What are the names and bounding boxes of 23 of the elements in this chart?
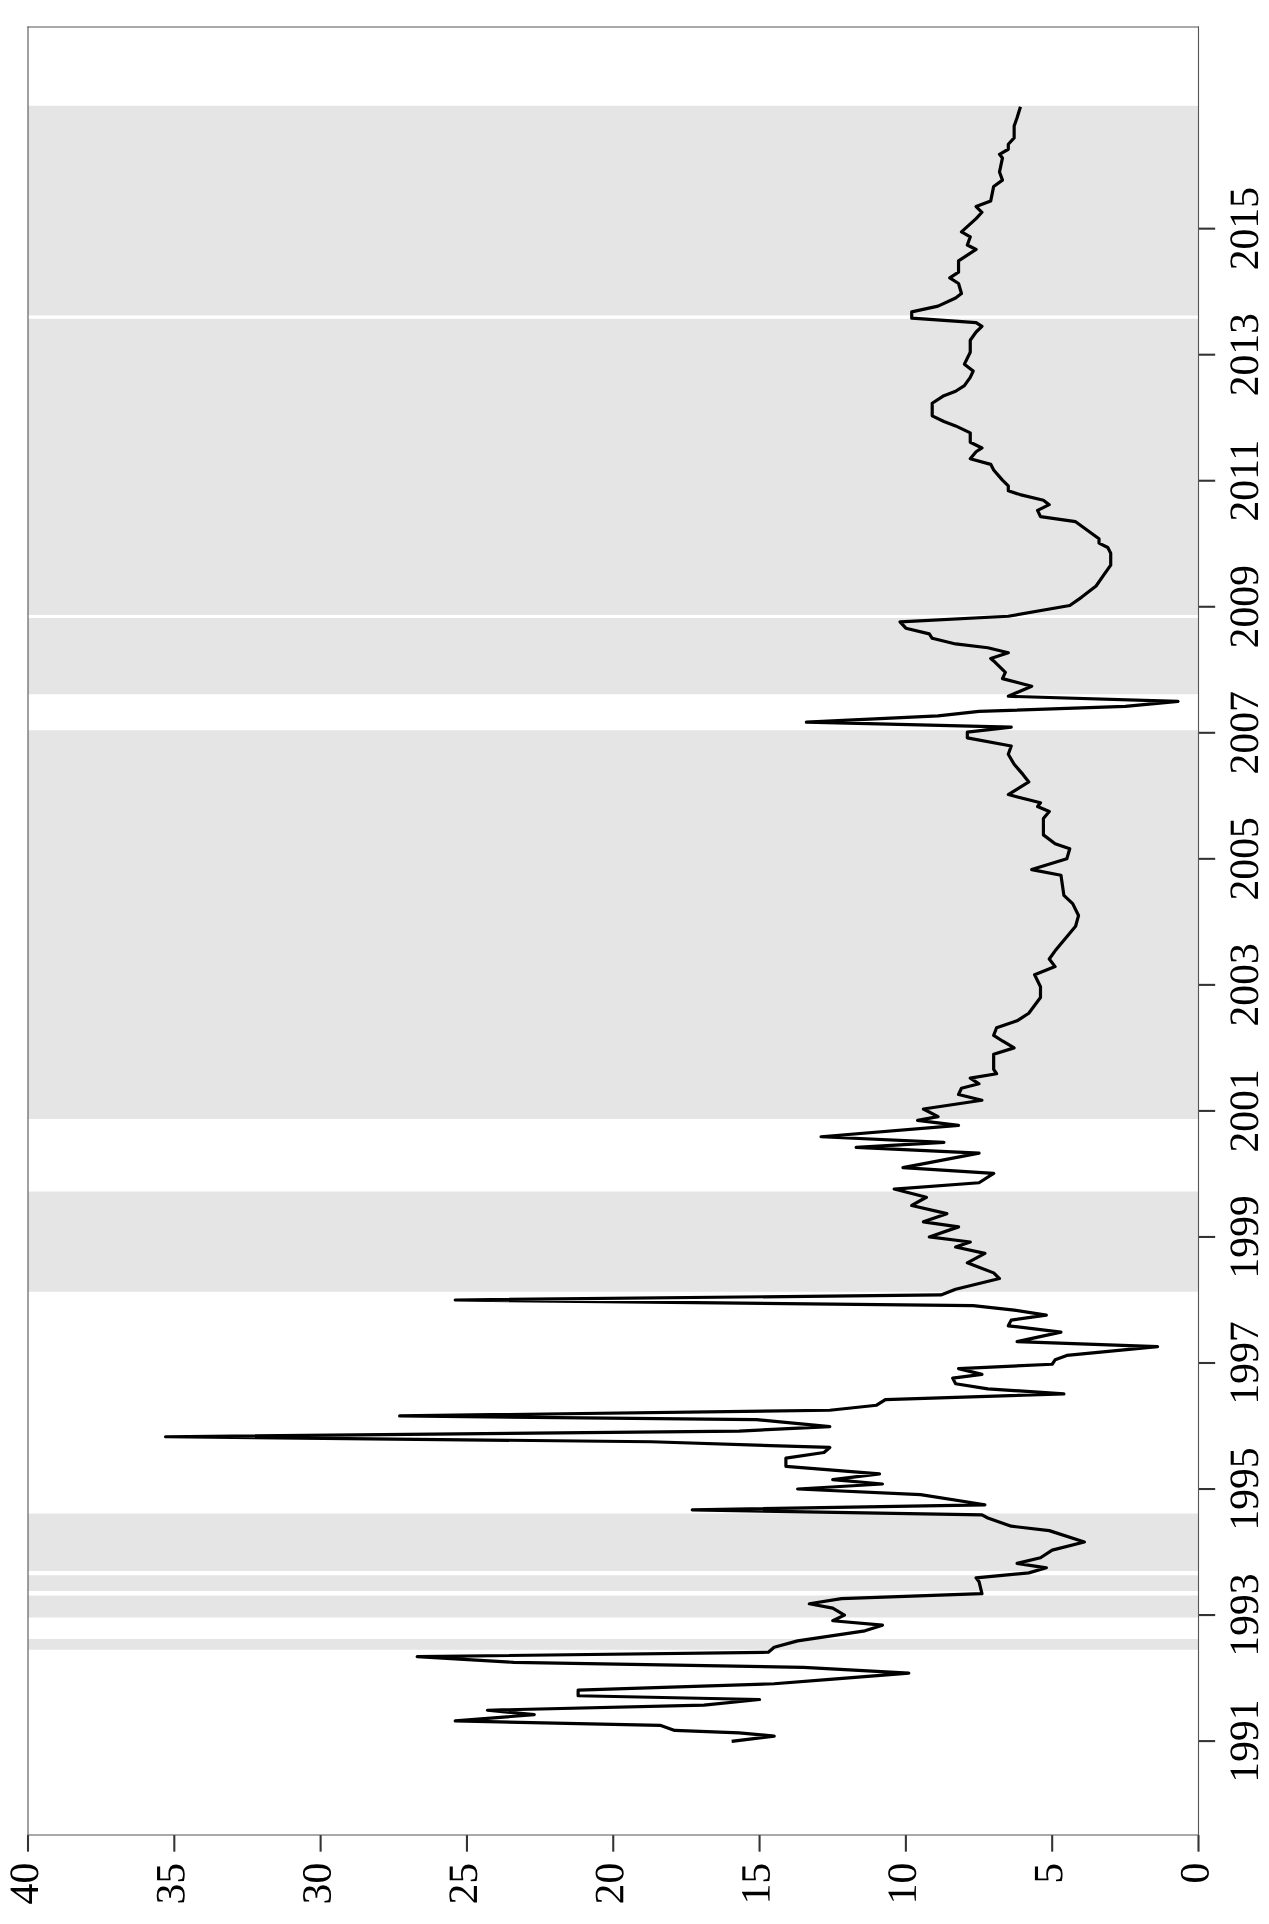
y-tick-label: 1997	[1230, 1322, 1259, 1401]
x-tick-label: 0	[1180, 1864, 1209, 1883]
x-tick-label: 20	[595, 1864, 624, 1903]
x-tick-label: 10	[888, 1864, 917, 1901]
y-tick-label: 2013	[1230, 314, 1259, 395]
y-tick-label: 2009	[1230, 566, 1259, 647]
y-tick-label: 1995	[1230, 1448, 1259, 1528]
y-tick-label: 2003	[1230, 944, 1259, 1025]
y-tick-label: 2005	[1230, 818, 1259, 899]
x-tick-label: 25	[449, 1864, 478, 1903]
y-tick-label: 2001	[1230, 1071, 1259, 1151]
y-tick-label: 1999	[1230, 1196, 1259, 1275]
x-tick-label: 15	[742, 1864, 770, 1901]
y-tick-label: 2007	[1230, 692, 1259, 773]
y-tick-label: 1991	[1230, 1701, 1259, 1780]
y-tick-label: 2011	[1230, 442, 1259, 520]
line-series	[163, 106, 1180, 1743]
y-tick-label: 1993	[1230, 1575, 1259, 1654]
x-tick-label: 5	[1034, 1864, 1063, 1882]
x-tick-label: 35	[156, 1864, 185, 1903]
x-tick-label: 40	[10, 1864, 39, 1904]
y-tick-label: 2015	[1230, 188, 1259, 269]
x-tick-label: 30	[302, 1864, 332, 1903]
